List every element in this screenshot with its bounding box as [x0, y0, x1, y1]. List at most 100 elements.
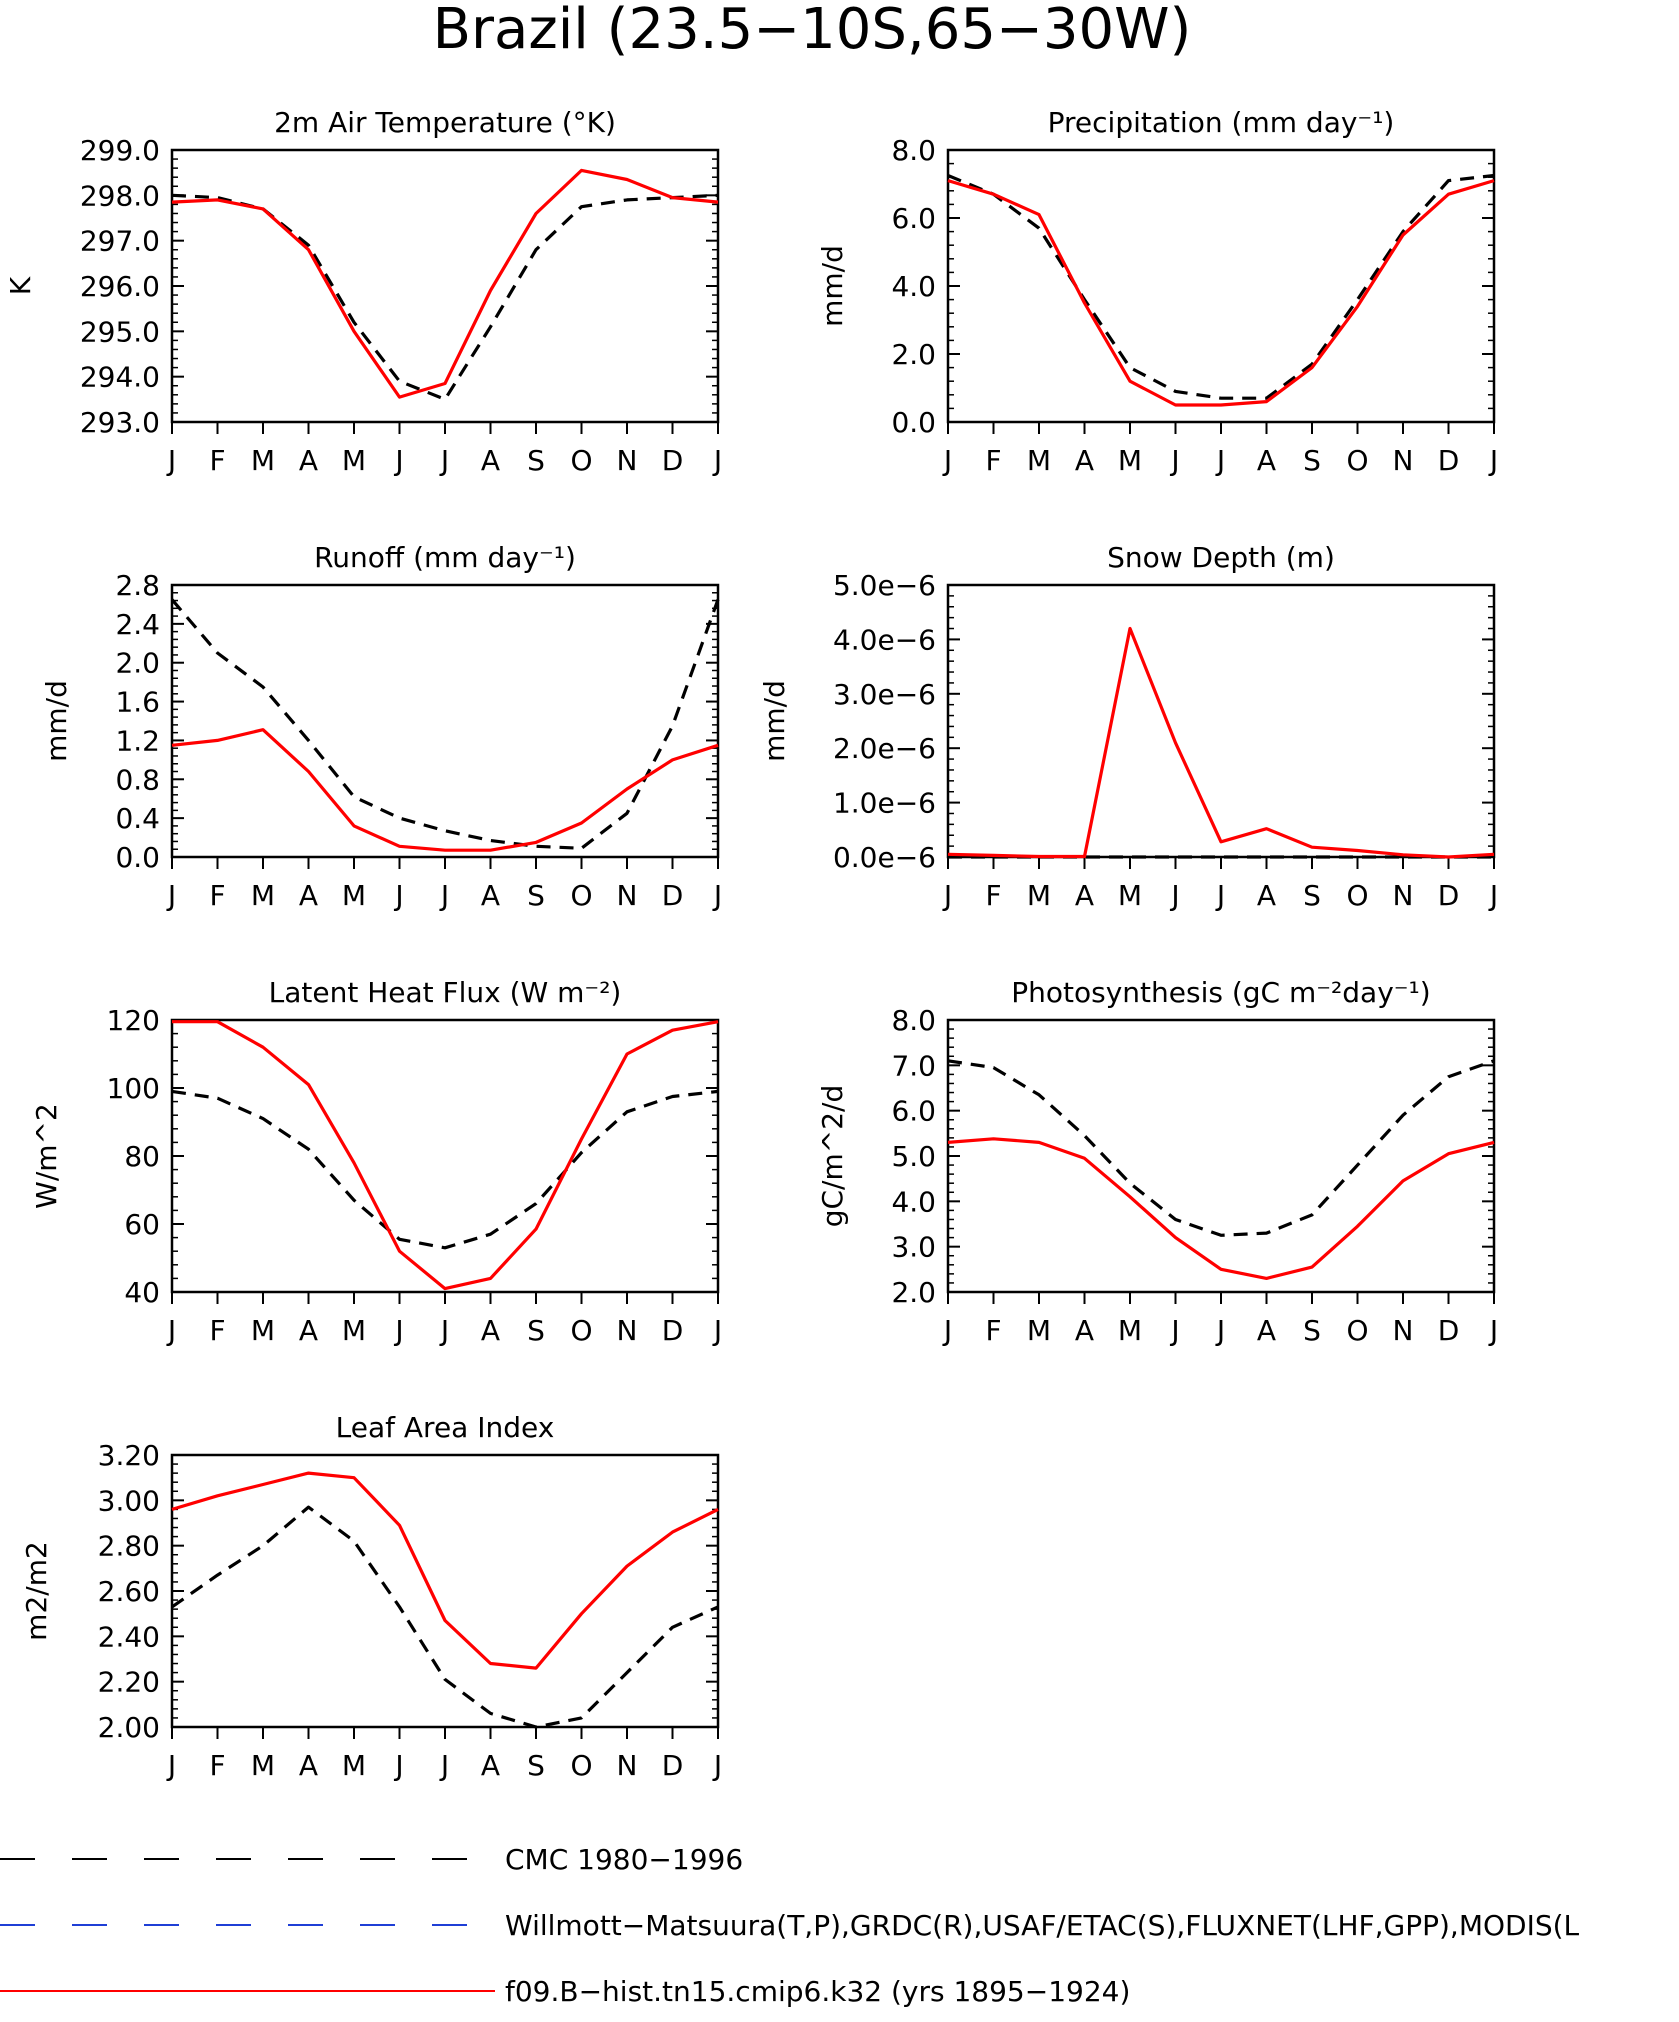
y-axis-label: mm/d	[40, 680, 73, 762]
series-line	[171, 1505, 719, 1729]
y-tick-label: 2.0	[891, 1276, 936, 1309]
x-tick-label: M	[1118, 879, 1142, 912]
chart-title: Leaf Area Index	[336, 1411, 555, 1444]
series-line	[947, 173, 1495, 400]
x-tick-label: J	[1488, 1314, 1498, 1347]
x-tick-label: A	[1257, 1314, 1276, 1347]
y-tick-label: 40	[124, 1276, 160, 1309]
x-tick-label: O	[570, 1749, 592, 1782]
y-tick-label: 295.0	[80, 315, 160, 348]
x-tick-label: J	[1169, 1314, 1179, 1347]
x-tick-label: J	[1215, 1314, 1225, 1347]
plot-frame	[170, 583, 720, 859]
x-tick-label: J	[1488, 879, 1498, 912]
chart-panels: 2m Air Temperature (°K) 293.0 294.0 295.0 29…	[4, 106, 1498, 1782]
series-line	[947, 1059, 1495, 1237]
y-tick-label: 0.0	[115, 841, 160, 874]
y-tick-label: 0.4	[115, 802, 160, 835]
x-tick-label: J	[712, 879, 722, 912]
x-tick-label: J	[166, 879, 176, 912]
y-tick-label: 2.40	[98, 1620, 160, 1653]
chart-title: 2m Air Temperature (°K)	[274, 106, 616, 139]
x-tick-label: S	[1303, 444, 1321, 477]
x-tick-label: D	[1438, 879, 1460, 912]
chart-title: Latent Heat Flux (W m⁻²)	[269, 976, 622, 1009]
x-tick-label: M	[1027, 1314, 1051, 1347]
y-tick-label: 2.80	[98, 1530, 160, 1563]
x-tick-label: M	[1027, 879, 1051, 912]
y-tick-label: 7.0	[891, 1049, 936, 1082]
series-line	[171, 1089, 719, 1250]
x-tick-label: A	[481, 1314, 500, 1347]
x-tick-label: J	[393, 1749, 403, 1782]
y-tick-label: 1.0e−6	[833, 787, 936, 820]
x-tick-label: S	[527, 879, 545, 912]
x-tick-label: M	[1118, 1314, 1142, 1347]
x-tick-label: O	[1346, 1314, 1368, 1347]
chart-title: Runoff (mm day⁻¹)	[314, 541, 576, 574]
x-tick-label: J	[439, 444, 449, 477]
x-tick-label: D	[1438, 1314, 1460, 1347]
x-tick-label: F	[985, 1314, 1001, 1347]
x-tick-label: J	[942, 879, 952, 912]
y-tick-label: 0.0	[891, 406, 936, 439]
legend: CMC 1980−1996 Willmott−Matsuura(T,P),GRDC…	[0, 1843, 1580, 2008]
x-tick-label: J	[1215, 444, 1225, 477]
x-tick-label: A	[1257, 879, 1276, 912]
x-tick-label: D	[662, 444, 684, 477]
plot-frame	[170, 1018, 720, 1294]
y-tick-label: 2.0	[115, 647, 160, 680]
x-tick-label: N	[617, 879, 638, 912]
y-tick-label: 6.0	[891, 1095, 936, 1128]
x-tick-label: S	[1303, 879, 1321, 912]
x-tick-label: F	[209, 1314, 225, 1347]
y-tick-label: 1.2	[115, 724, 160, 757]
x-tick-label: O	[570, 1314, 592, 1347]
x-tick-label: A	[1075, 879, 1094, 912]
y-tick-label: 8.0	[891, 134, 936, 167]
x-tick-label: S	[527, 1314, 545, 1347]
chart-panel: Snow Depth (m) 0.0e−6 1.0e−6 2.0e−6 3.0e−6 4.…	[758, 541, 1498, 912]
series-line	[947, 626, 1495, 859]
y-tick-label: 3.00	[98, 1484, 160, 1517]
y-tick-label: 298.0	[80, 179, 160, 212]
y-tick-label: 0.8	[115, 763, 160, 796]
x-tick-label: J	[166, 1314, 176, 1347]
x-tick-label: A	[481, 444, 500, 477]
series-line	[170, 598, 720, 850]
x-tick-label: O	[570, 879, 592, 912]
plot-frame	[946, 1018, 1496, 1294]
x-tick-label: M	[1027, 444, 1051, 477]
y-axis-label: mm/d	[816, 245, 849, 327]
x-tick-label: O	[570, 444, 592, 477]
x-tick-label: N	[1393, 879, 1414, 912]
legend-label: Willmott−Matsuura(T,P),GRDC(R),USAF/ETAC…	[505, 1909, 1580, 1942]
chart-panel: Leaf Area Index 2.00 2.20 2.40 2.60 2.80 3.00 3…	[20, 1411, 722, 1782]
x-tick-label: A	[1075, 1314, 1094, 1347]
y-tick-label: 2.0	[891, 338, 936, 371]
y-tick-label: 2.0e−6	[833, 732, 936, 765]
x-tick-label: N	[1393, 444, 1414, 477]
y-tick-label: 4.0e−6	[833, 623, 936, 656]
x-tick-label: M	[342, 1749, 366, 1782]
x-tick-label: A	[481, 1749, 500, 1782]
y-tick-label: 6.0	[891, 202, 936, 235]
plot-frame	[946, 583, 1496, 859]
y-tick-label: 2.4	[115, 608, 160, 641]
y-tick-label: 3.20	[98, 1439, 160, 1472]
y-tick-label: 296.0	[80, 270, 160, 303]
x-tick-label: N	[617, 444, 638, 477]
x-tick-label: O	[1346, 879, 1368, 912]
y-tick-label: 80	[124, 1140, 160, 1173]
x-tick-label: O	[1346, 444, 1368, 477]
series-line	[171, 728, 719, 852]
y-tick-label: 297.0	[80, 225, 160, 258]
x-tick-label: F	[209, 1749, 225, 1782]
x-tick-label: J	[1169, 879, 1179, 912]
y-tick-label: 299.0	[80, 134, 160, 167]
x-tick-label: J	[166, 1749, 176, 1782]
x-tick-label: J	[1215, 879, 1225, 912]
x-tick-label: M	[251, 879, 275, 912]
figure-title: Brazil (23.5−10S,65−30W)	[433, 0, 1192, 62]
